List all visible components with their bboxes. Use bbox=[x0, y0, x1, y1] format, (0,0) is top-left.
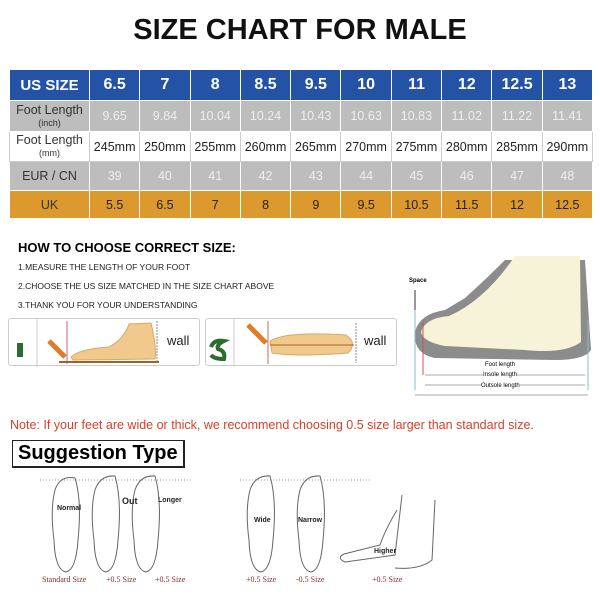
type-label-longer: Longer bbox=[158, 497, 182, 504]
table-cell: 8 bbox=[239, 190, 292, 219]
suggestion-feet-illustrations bbox=[40, 475, 436, 573]
table-cell: 47 bbox=[491, 161, 543, 191]
table-cell: 7 bbox=[139, 69, 191, 101]
type-label-out: Out bbox=[122, 496, 138, 506]
table-cell: 12 bbox=[491, 190, 543, 219]
table-cell: 10.04 bbox=[189, 100, 241, 132]
sizing-note: Note: If your feet are wide or thick, we… bbox=[10, 418, 534, 432]
row-label: UK bbox=[9, 190, 90, 219]
measure-foot-top-illustration bbox=[209, 319, 357, 367]
howto-title: HOW TO CHOOSE CORRECT SIZE: bbox=[18, 240, 236, 255]
suggestion-title: Suggestion Type bbox=[12, 440, 185, 468]
measure-foot-side-illustration bbox=[17, 319, 159, 367]
table-row-uk: UK 5.5 6.5 7 8 9 9.5 10.5 11.5 12 12.5 bbox=[9, 190, 594, 219]
table-cell: 10.63 bbox=[340, 100, 392, 132]
table-cell: 41 bbox=[189, 161, 241, 191]
measure-panel-2: wall bbox=[205, 318, 397, 367]
table-cell: 10 bbox=[340, 69, 392, 101]
row-sublabel: (inch) bbox=[38, 117, 61, 128]
table-cell: 280mm bbox=[441, 131, 493, 162]
table-cell: 270mm bbox=[340, 131, 392, 162]
type-size-wide: +0.5 Size bbox=[246, 575, 277, 584]
table-cell: 8.5 bbox=[239, 69, 292, 101]
page-title: SIZE CHART FOR MALE bbox=[133, 14, 467, 46]
table-cell: 250mm bbox=[139, 131, 191, 162]
table-cell: 285mm bbox=[491, 131, 543, 162]
table-cell: 12.5 bbox=[491, 69, 543, 101]
type-label-wide: Wide bbox=[254, 517, 271, 524]
table-cell: 7 bbox=[189, 190, 241, 219]
type-size-normal: Standard Size bbox=[42, 575, 87, 584]
row-sublabel: (mm) bbox=[39, 148, 60, 158]
table-cell: 46 bbox=[441, 161, 493, 191]
table-cell: 9.84 bbox=[139, 100, 191, 132]
table-cell: 9.5 bbox=[290, 69, 342, 101]
size-table: US SIZE 6.5 7 8 8.5 9.5 10 11 12 12.5 13 Foot Lengt… bbox=[9, 69, 594, 219]
table-cell: 39 bbox=[88, 161, 141, 191]
step-2: 2.CHOOSE THE US SIZE MATCHED IN THE SIZE… bbox=[18, 281, 275, 291]
type-label-normal: Normal bbox=[57, 505, 82, 512]
table-cell: 10.5 bbox=[390, 190, 443, 219]
table-row-eur: EUR / CN 39 40 41 42 43 44 45 46 47 48 bbox=[9, 161, 594, 191]
outsole-length-label: Outsole length bbox=[481, 383, 520, 389]
table-row-mm: Foot Length (mm) 245mm 250mm 255mm 260mm 265mm… bbox=[9, 131, 594, 162]
table-cell: 11.02 bbox=[441, 100, 493, 132]
type-size-longer: +0.5 Size bbox=[155, 575, 186, 584]
table-cell: 10.24 bbox=[239, 100, 292, 132]
table-cell: 10.43 bbox=[290, 100, 342, 132]
row-label: Foot Length (mm) bbox=[9, 131, 90, 162]
step-3: 3.THANK YOU FOR YOUR UNDERSTANDING bbox=[18, 300, 198, 310]
table-cell: 255mm bbox=[189, 131, 241, 162]
table-cell: 12 bbox=[441, 69, 493, 101]
table-cell: 265mm bbox=[290, 131, 342, 162]
row-label: EUR / CN bbox=[9, 161, 90, 191]
table-cell: 45 bbox=[390, 161, 443, 191]
step-1: 1.MEASURE THE LENGTH OF YOUR FOOT bbox=[18, 262, 191, 272]
table-cell: 6.5 bbox=[88, 69, 141, 101]
table-cell: 9.65 bbox=[88, 100, 141, 132]
measure-panel-1: wall bbox=[8, 318, 200, 367]
type-size-out: +0.5 Size bbox=[106, 575, 137, 584]
type-label-narrow: Narrow bbox=[298, 517, 323, 524]
table-cell: 8 bbox=[189, 69, 241, 101]
table-cell: 48 bbox=[541, 161, 594, 191]
table-cell: 11 bbox=[390, 69, 443, 101]
wall-label-2: wall bbox=[364, 333, 387, 348]
table-cell: 5.5 bbox=[88, 190, 141, 219]
table-cell: 44 bbox=[340, 161, 392, 191]
type-size-narrow: -0.5 Size bbox=[296, 575, 325, 584]
table-row-inch: Foot Length (inch) 9.65 9.84 10.04 10.24 10.43… bbox=[9, 100, 594, 132]
table-row-us: US SIZE 6.5 7 8 8.5 9.5 10 11 12 12.5 13 bbox=[9, 69, 594, 101]
table-cell: 260mm bbox=[239, 131, 292, 162]
table-cell: 12.5 bbox=[541, 190, 594, 219]
row-label-text: Foot Length bbox=[16, 133, 83, 147]
shoe-cross-section-diagram: Space Foot length Insole length Outsole … bbox=[405, 250, 595, 400]
table-cell: 42 bbox=[239, 161, 292, 191]
table-cell: 11.22 bbox=[491, 100, 543, 132]
row-label-text: Foot Length bbox=[16, 102, 83, 117]
foot-length-label: Foot length bbox=[485, 362, 516, 368]
table-cell: 9 bbox=[290, 190, 342, 219]
table-cell: 10.83 bbox=[390, 100, 443, 132]
table-cell: 245mm bbox=[88, 131, 141, 162]
table-cell: 43 bbox=[290, 161, 342, 191]
insole-length-label: Insole length bbox=[483, 372, 518, 378]
table-cell: 290mm bbox=[541, 131, 594, 162]
wall-label-1: wall bbox=[167, 333, 190, 348]
table-cell: 11.5 bbox=[441, 190, 493, 219]
table-cell: 11.41 bbox=[541, 100, 594, 132]
table-cell: 275mm bbox=[390, 131, 443, 162]
row-label: Foot Length (inch) bbox=[9, 100, 90, 132]
space-label: Space bbox=[409, 278, 427, 284]
table-cell: 6.5 bbox=[139, 190, 191, 219]
type-size-higher: +0.5 Size bbox=[372, 575, 403, 584]
row-label: US SIZE bbox=[9, 69, 90, 101]
table-cell: 9.5 bbox=[340, 190, 392, 219]
table-cell: 13 bbox=[541, 69, 594, 101]
table-cell: 40 bbox=[139, 161, 191, 191]
type-label-higher: Higher bbox=[374, 548, 397, 555]
